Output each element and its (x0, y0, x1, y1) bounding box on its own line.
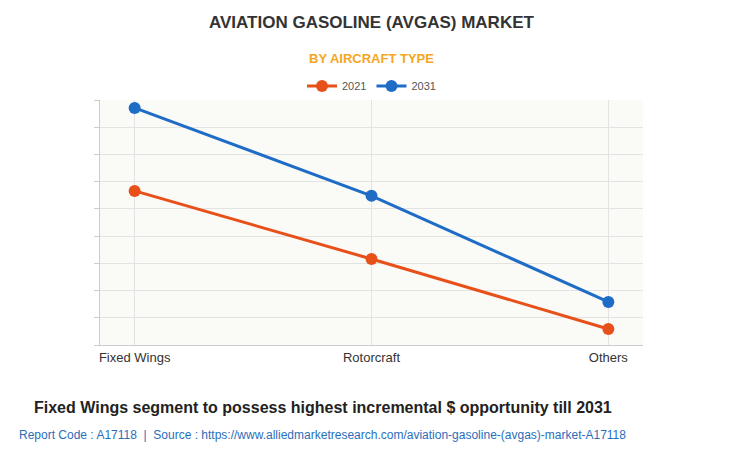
svg-text:Fixed Wings segment to possess: Fixed Wings segment to possess highest i… (34, 399, 612, 416)
svg-text:Others: Others (589, 350, 629, 365)
svg-text:2031: 2031 (411, 80, 435, 92)
svg-text:Fixed Wings: Fixed Wings (99, 350, 171, 365)
svg-text:2021: 2021 (342, 80, 366, 92)
svg-text:Report Code : A17118 | Sourc: Report Code : A17118 | Source : https://… (19, 428, 626, 442)
svg-text:Rotorcraft: Rotorcraft (343, 350, 400, 365)
svg-text:AVIATION GASOLINE (AVGAS) MARK: AVIATION GASOLINE (AVGAS) MARKET (209, 13, 535, 32)
svg-text:BY AIRCRAFT TYPE: BY AIRCRAFT TYPE (309, 51, 434, 66)
